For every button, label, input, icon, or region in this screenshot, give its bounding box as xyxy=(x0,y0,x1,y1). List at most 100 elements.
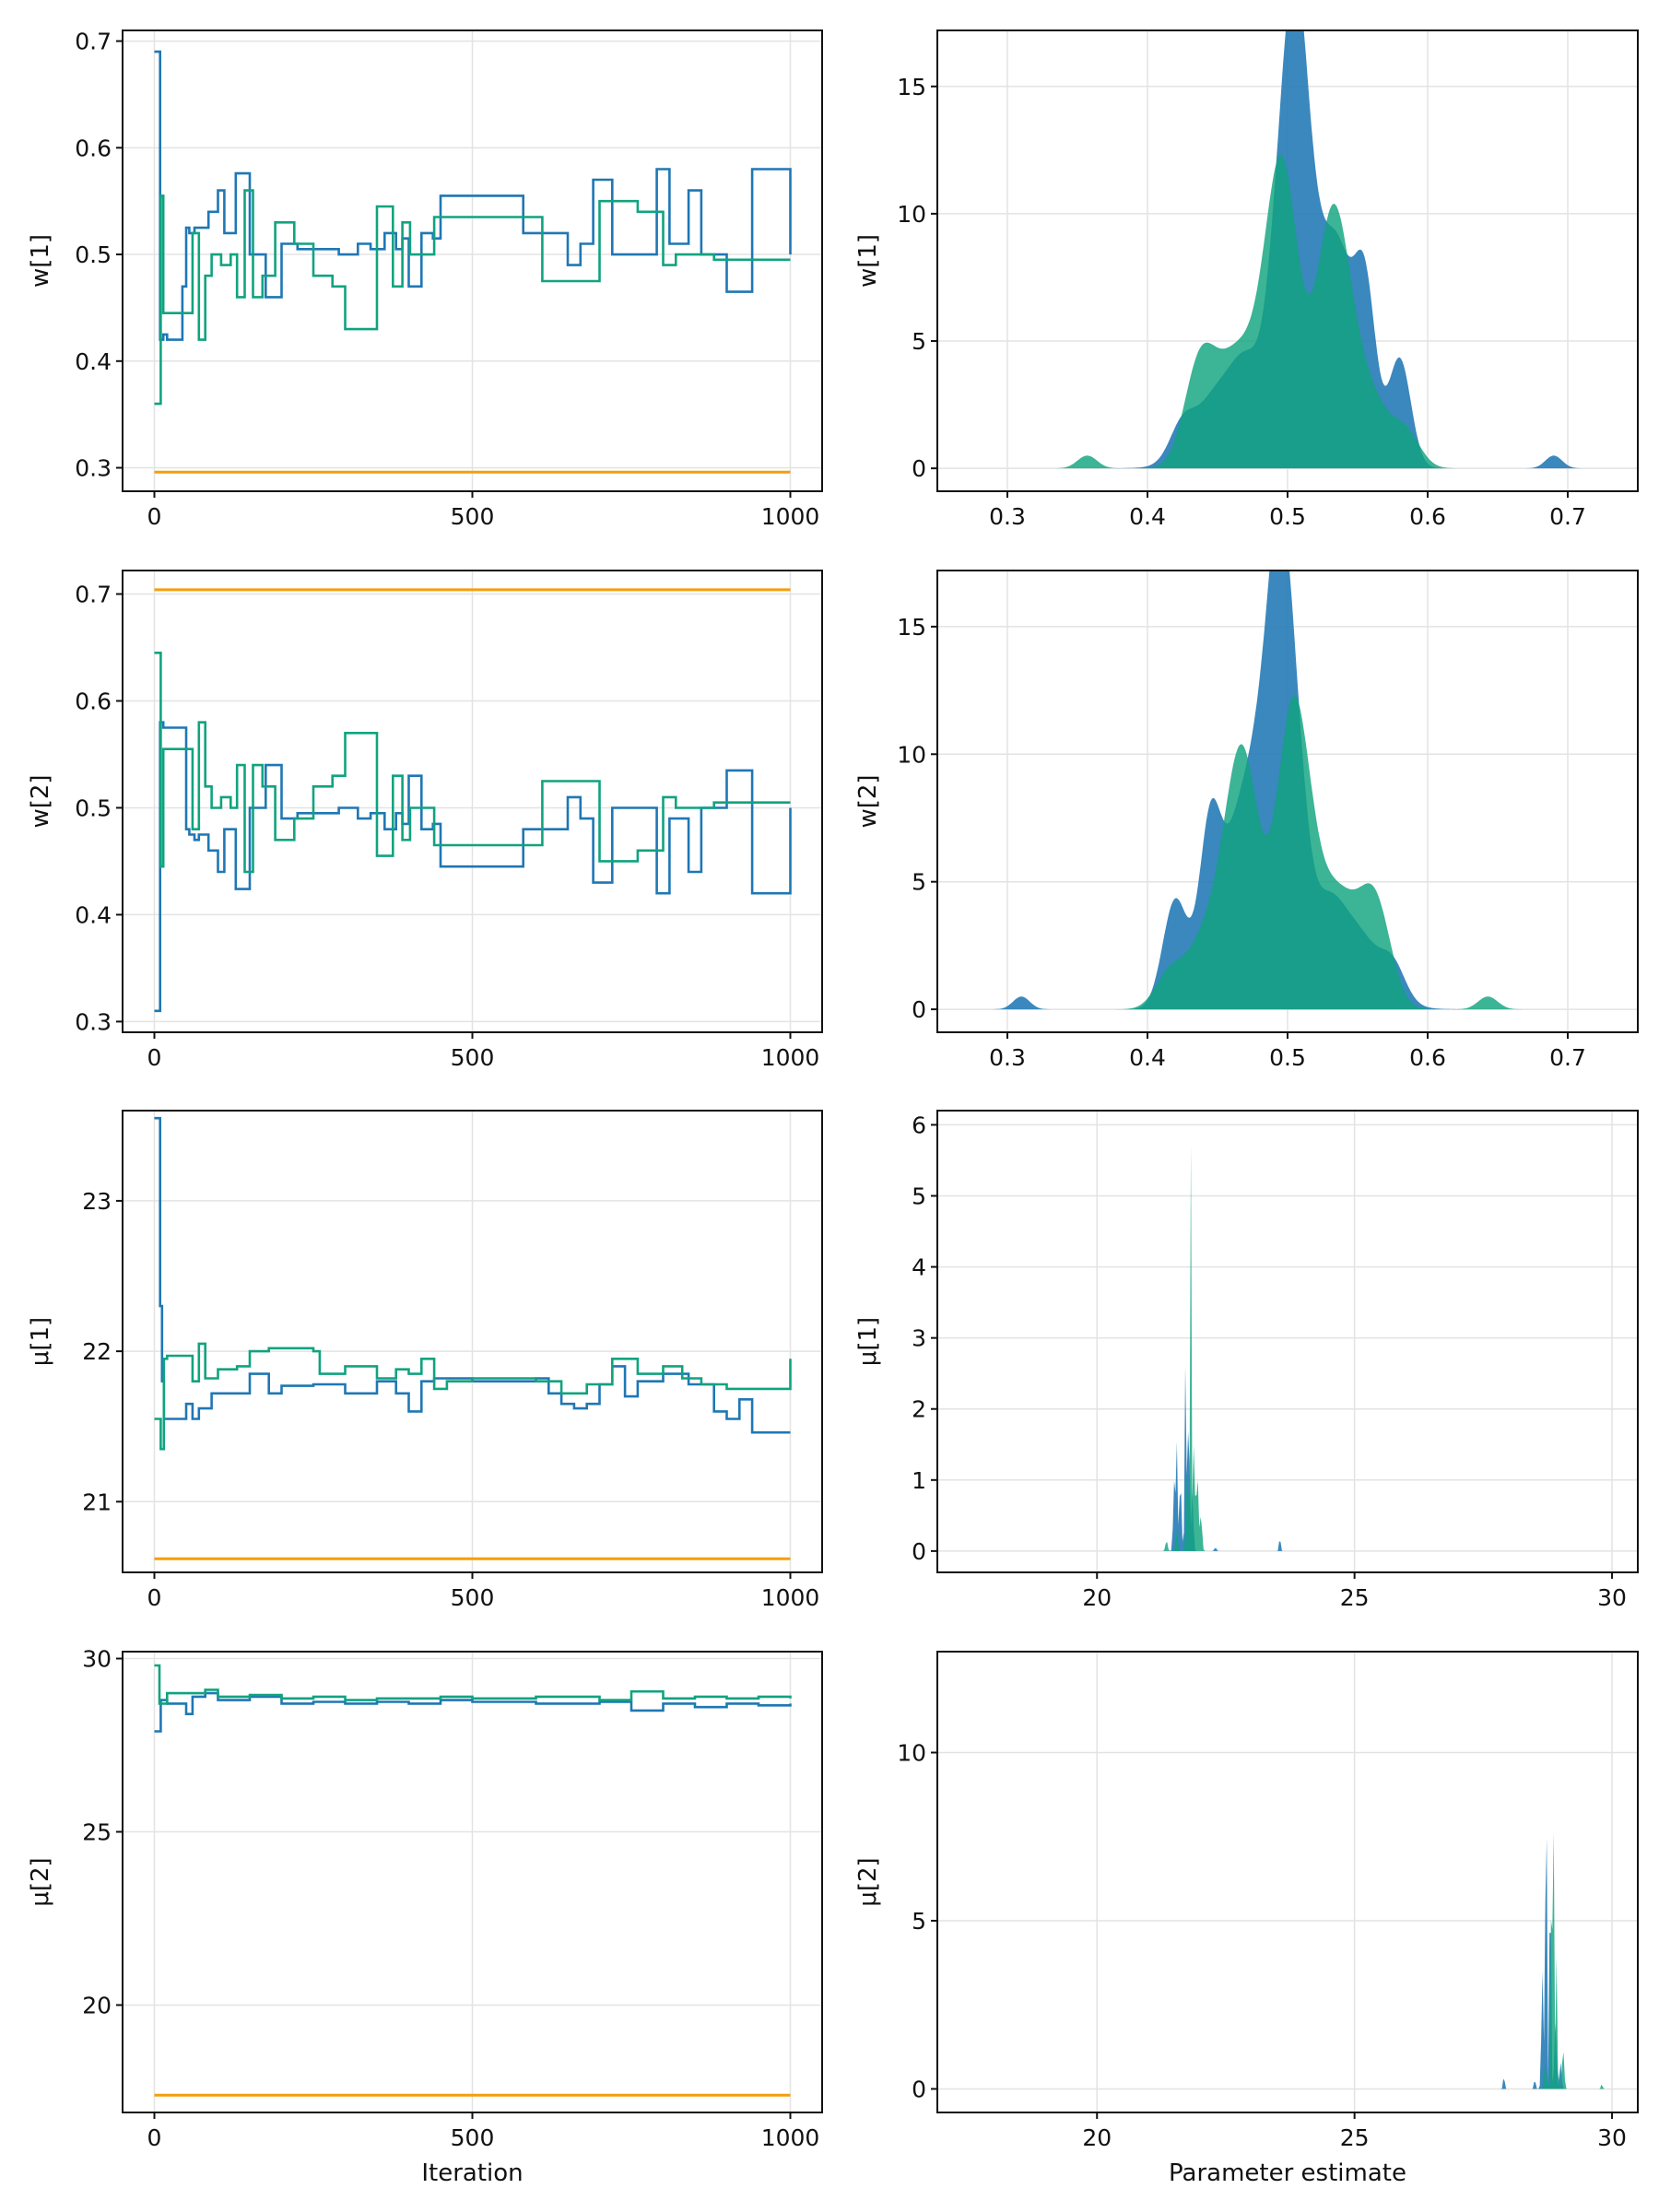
x-tick-label: 0.4 xyxy=(1129,1044,1166,1071)
x-tick-label: 0.5 xyxy=(1269,503,1306,530)
panel-5: 0 500 1000 21 22 23 μ[1] xyxy=(27,1110,823,1611)
y-axis-label: μ[1] xyxy=(27,1317,54,1366)
density-area-chain-2 xyxy=(937,154,1638,469)
y-tick-label: 0.7 xyxy=(75,29,112,55)
axes-frame xyxy=(936,1651,1639,2113)
y-tick-label: 22 xyxy=(82,1338,112,1365)
y-tick-label: 0.4 xyxy=(75,901,112,928)
y-tick-label: 0.6 xyxy=(75,135,112,161)
panel-8: 20 25 30 0 5 10 μ[2] Parameter estimate xyxy=(854,1651,1639,2187)
x-tick-label: 500 xyxy=(451,1044,495,1071)
panel-1: 0 500 1000 0.3 0.4 0.5 0.6 0.7 w[1] xyxy=(27,29,823,530)
y-axis-label: w[2] xyxy=(854,774,882,828)
x-tick-label: 30 xyxy=(1597,1584,1627,1611)
x-tick-label: 0.4 xyxy=(1129,503,1166,530)
y-tick-label: 23 xyxy=(82,1188,112,1215)
density-area-chain-1 xyxy=(937,1365,1638,1551)
plot-area xyxy=(154,1664,792,2097)
y-tick-label: 0.5 xyxy=(75,794,112,821)
y-tick-label: 10 xyxy=(897,201,926,228)
y-tick-label: 0.4 xyxy=(75,348,112,375)
y-tick-label: 5 xyxy=(912,1908,926,1935)
panel-2: 0.3 0.4 0.5 0.6 0.7 0 5 10 15 w[1] xyxy=(854,29,1639,530)
density-area-chain-2 xyxy=(937,695,1638,1010)
density-area-chain-2 xyxy=(937,1144,1638,1551)
trace-line-chain-2 xyxy=(154,189,791,406)
x-tick-label: 0.6 xyxy=(1409,1044,1446,1071)
y-tick-label: 0 xyxy=(912,996,926,1023)
y-axis-label: w[1] xyxy=(27,234,54,288)
y-tick-label: 30 xyxy=(82,1646,112,1673)
y-axis-label: w[2] xyxy=(27,774,54,828)
trace-line-chain-1 xyxy=(154,721,792,1013)
x-axis-label: Parameter estimate xyxy=(1169,2159,1406,2187)
x-axis-label: Iteration xyxy=(421,2159,523,2187)
y-tick-label: 3 xyxy=(912,1325,926,1352)
plot-area xyxy=(937,30,1638,469)
x-tick-label: 0 xyxy=(147,1044,162,1071)
y-tick-label: 5 xyxy=(912,1182,926,1209)
x-tick-label: 25 xyxy=(1340,1584,1370,1611)
y-tick-label: 20 xyxy=(82,1992,112,2018)
y-tick-label: 10 xyxy=(897,741,926,768)
x-tick-label: 0 xyxy=(147,2124,162,2151)
y-axis-label: μ[2] xyxy=(854,1857,882,1906)
x-tick-label: 30 xyxy=(1597,2124,1627,2151)
plot-area xyxy=(154,50,792,474)
y-tick-label: 0.6 xyxy=(75,688,112,714)
plot-area xyxy=(937,1831,1638,2089)
x-tick-label: 1000 xyxy=(761,1044,820,1071)
trace-line-chain-2 xyxy=(154,1342,792,1451)
x-tick-label: 0.3 xyxy=(989,503,1026,530)
panel-6: 20 25 30 0 1 2 3 4 5 6 μ[1] xyxy=(854,1110,1639,1611)
y-tick-label: 0 xyxy=(912,1538,926,1565)
x-tick-label: 0.7 xyxy=(1549,1044,1586,1071)
y-tick-label: 2 xyxy=(912,1396,926,1423)
plot-area xyxy=(937,1144,1638,1551)
trace-line-chain-2 xyxy=(154,1664,792,1705)
x-tick-label: 0.5 xyxy=(1269,1044,1306,1071)
density-area-chain-2 xyxy=(937,1831,1638,2089)
density-area-chain-1 xyxy=(937,1838,1638,2089)
x-tick-label: 20 xyxy=(1082,1584,1112,1611)
x-tick-label: 1000 xyxy=(761,503,820,530)
x-tick-label: 500 xyxy=(451,1584,495,1611)
x-tick-label: 0 xyxy=(147,1584,162,1611)
x-tick-label: 1000 xyxy=(761,1584,820,1611)
x-tick-label: 500 xyxy=(451,2124,495,2151)
y-tick-label: 4 xyxy=(912,1254,926,1281)
y-tick-label: 5 xyxy=(912,869,926,896)
y-tick-label: 15 xyxy=(897,74,926,100)
y-tick-label: 6 xyxy=(912,1112,926,1138)
trace-line-chain-1 xyxy=(154,1691,792,1733)
plot-area xyxy=(937,571,1638,1010)
y-tick-label: 0.7 xyxy=(75,582,112,608)
x-tick-label: 0.6 xyxy=(1409,503,1446,530)
x-tick-label: 0.3 xyxy=(989,1044,1026,1071)
y-tick-label: 5 xyxy=(912,328,926,355)
x-tick-label: 500 xyxy=(451,503,495,530)
panel-4: 0.3 0.4 0.5 0.6 0.7 0 5 10 15 w[2] xyxy=(854,570,1639,1071)
x-tick-label: 20 xyxy=(1082,2124,1112,2151)
plot-area xyxy=(154,588,792,1013)
panel-7: 0 500 1000 20 25 30 μ[2] Iteration xyxy=(27,1646,823,2187)
x-tick-label: 1000 xyxy=(761,2124,820,2151)
plot-area xyxy=(154,1116,792,1560)
y-tick-label: 15 xyxy=(897,614,926,641)
x-tick-label: 0 xyxy=(147,503,162,530)
y-tick-label: 0 xyxy=(912,2076,926,2102)
y-axis-label: μ[1] xyxy=(854,1317,882,1366)
y-tick-label: 0 xyxy=(912,455,926,482)
x-tick-label: 25 xyxy=(1340,2124,1370,2151)
y-tick-label: 21 xyxy=(82,1488,112,1515)
y-tick-label: 0.3 xyxy=(75,455,112,482)
y-axis-label: w[1] xyxy=(854,234,882,288)
x-tick-label: 0.7 xyxy=(1549,503,1586,530)
y-tick-label: 10 xyxy=(897,1739,926,1766)
y-axis-label: μ[2] xyxy=(27,1857,54,1906)
axes-frame xyxy=(936,1110,1639,1573)
y-tick-label: 25 xyxy=(82,1818,112,1845)
panel-3: 0 500 1000 0.3 0.4 0.5 0.6 0.7 w[2] xyxy=(27,570,823,1071)
y-tick-label: 0.5 xyxy=(75,241,112,268)
